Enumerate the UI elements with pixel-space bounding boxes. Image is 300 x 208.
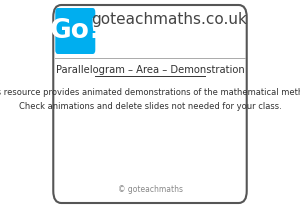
Text: Parallelogram – Area – Demonstration: Parallelogram – Area – Demonstration <box>56 65 244 75</box>
Text: © goteachmaths: © goteachmaths <box>118 185 182 194</box>
Text: Check animations and delete slides not needed for your class.: Check animations and delete slides not n… <box>19 102 281 111</box>
FancyBboxPatch shape <box>55 8 95 54</box>
FancyBboxPatch shape <box>53 5 247 203</box>
Text: This resource provides animated demonstrations of the mathematical method.: This resource provides animated demonstr… <box>0 88 300 97</box>
Text: goteachmaths.co.uk: goteachmaths.co.uk <box>91 12 247 27</box>
Text: Go!: Go! <box>49 18 101 44</box>
